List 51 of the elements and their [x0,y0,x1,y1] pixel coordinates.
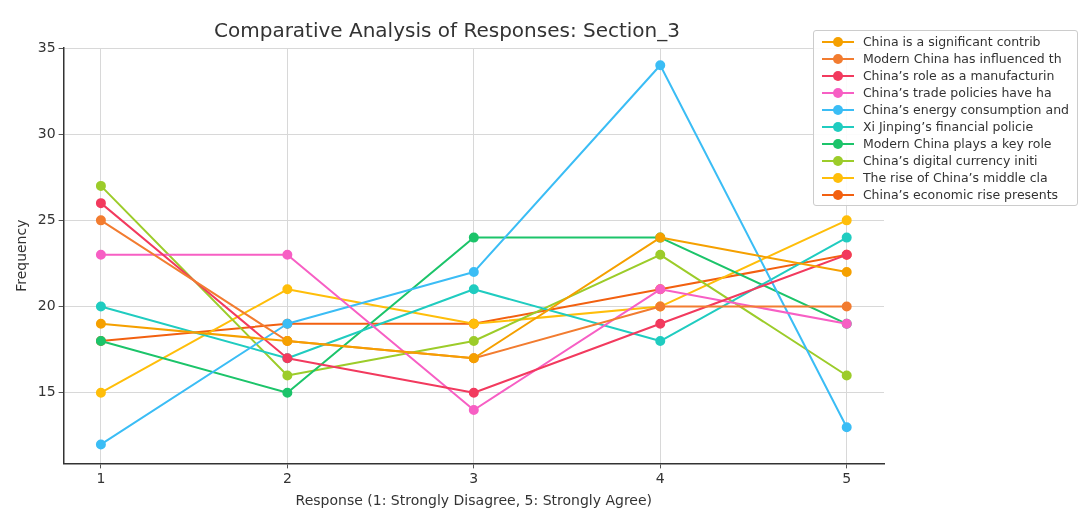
point [655,249,666,260]
point [655,60,666,71]
x-tick-label: 3 [469,470,479,487]
y-tick-label: 35 [37,38,56,55]
point [95,180,106,191]
y-tick-label: 30 [37,124,56,141]
point [282,370,293,381]
legend-label: China’s trade policies have ha [862,85,1052,100]
point [655,318,666,329]
point [841,267,852,278]
point [841,232,852,243]
legend-label: Modern China plays a key role [862,136,1052,151]
point [468,387,479,398]
legend-label: China’s digital currency initi [862,153,1038,168]
legend-label: Xi Jinping’s financial policie [862,119,1034,134]
y-tick-label: 25 [37,211,56,228]
point [95,439,106,450]
point [841,215,852,226]
point [95,215,106,226]
x-tick-label: 2 [282,470,292,487]
point [282,249,293,260]
point [95,387,106,398]
point [282,387,293,398]
point [95,249,106,260]
x-tick-label: 5 [842,470,852,487]
point [468,232,479,243]
point [95,301,106,312]
point [95,198,106,209]
point [841,301,852,312]
legend-label: China is a significant contrib [862,34,1041,49]
y-tick-label: 20 [37,297,56,314]
chart-title: Comparative Analysis of Responses: Section_3 [213,18,681,43]
point [468,267,479,278]
y-tick-label: 15 [37,383,56,400]
x-tick-label: 4 [655,470,665,487]
point [468,284,479,295]
legend-label: China’s economic rise presents [862,187,1059,202]
point [468,336,479,347]
legend-label: The rise of China’s middle cla [862,170,1048,185]
y-axis-title: Frequency [13,219,30,292]
point [95,318,106,329]
x-tick-label: 1 [96,470,106,487]
point [841,370,852,381]
point [468,404,479,415]
legend-label: Modern China has influenced th [862,51,1062,66]
point [655,336,666,347]
legend-label: China’s energy consumption and [862,102,1069,117]
point [841,422,852,433]
x-axis-title: Response (1: Strongly Disagree, 5: Strongly Agree) [295,492,653,509]
legend-label: China’s role as a manufacturin [862,68,1055,83]
point [282,284,293,295]
